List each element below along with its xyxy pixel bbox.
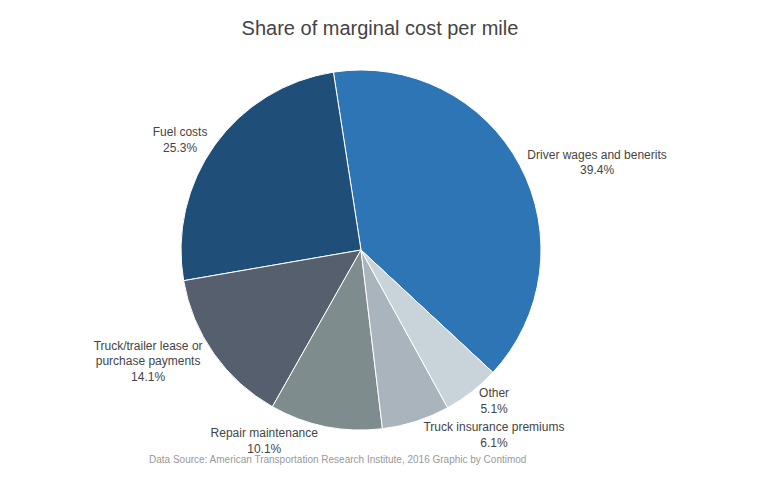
svg-text:Driver wages and benerits39.4%: Driver wages and benerits39.4% bbox=[527, 148, 666, 178]
svg-text:Share of marginal cost per mil: Share of marginal cost per mile bbox=[242, 17, 519, 39]
svg-text:Data Source: American Transpor: Data Source: American Transportation Res… bbox=[149, 454, 526, 465]
svg-text:Other5.1%: Other5.1% bbox=[479, 386, 509, 416]
svg-text:Truck insurance premiums6.1%: Truck insurance premiums6.1% bbox=[423, 420, 564, 450]
svg-text:Fuel costs25.3%: Fuel costs25.3% bbox=[153, 125, 208, 155]
svg-text:Truck/trailer lease orpurchase: Truck/trailer lease orpurchase payments1… bbox=[94, 339, 203, 384]
svg-text:Repair maintenance10.1%: Repair maintenance10.1% bbox=[211, 426, 319, 456]
